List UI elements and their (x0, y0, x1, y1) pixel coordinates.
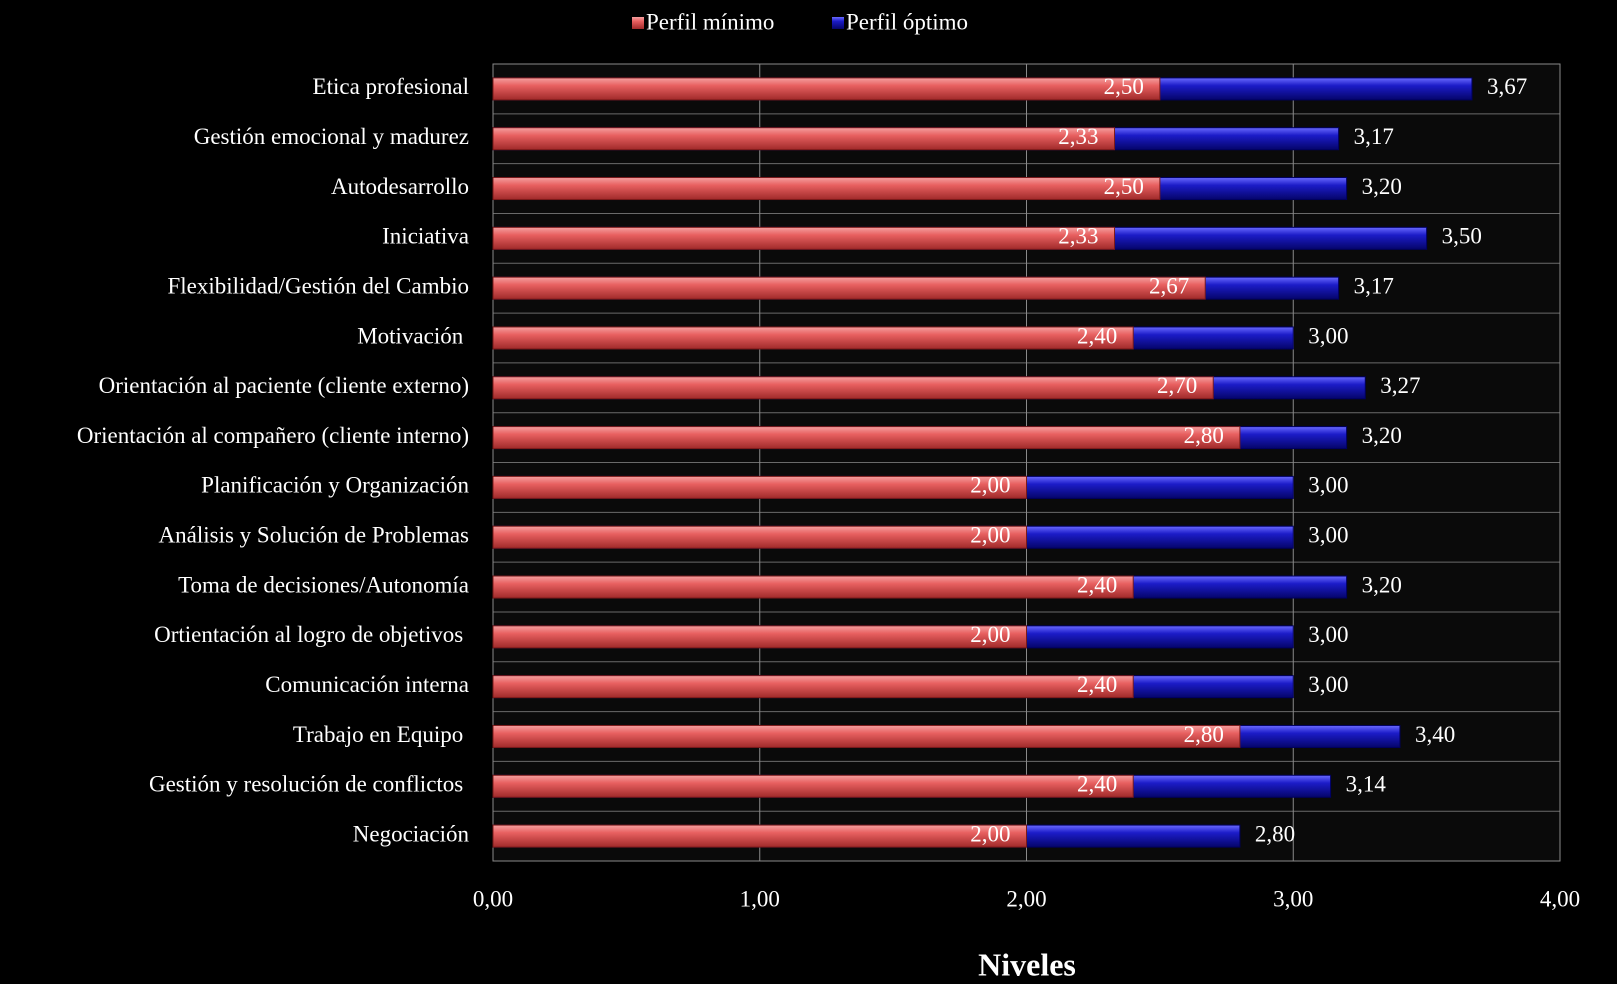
y-tick-label: Iniciativa (382, 224, 469, 249)
data-label: 3,50 (1442, 224, 1482, 249)
data-label: 2,40 (1077, 572, 1117, 597)
y-tick-label: Autodesarrollo (331, 174, 469, 199)
data-label: 2,00 (970, 473, 1010, 498)
data-label: 3,17 (1354, 124, 1394, 149)
data-label: 2,70 (1157, 373, 1197, 398)
data-label: 2,50 (1104, 74, 1144, 99)
x-tick-label: 2,00 (1006, 886, 1046, 911)
x-tick-label: 4,00 (1540, 886, 1580, 911)
bar (492, 226, 1116, 250)
x-tick-label: 3,00 (1273, 886, 1313, 911)
data-label: 2,80 (1184, 423, 1224, 448)
data-label: 3,00 (1308, 523, 1348, 548)
data-label: 2,00 (970, 622, 1010, 647)
bar (492, 276, 1206, 300)
data-label: 2,33 (1058, 224, 1098, 249)
data-label: 2,40 (1077, 672, 1117, 697)
data-label: 3,20 (1362, 423, 1402, 448)
legend-label: Perfil mínimo (646, 9, 774, 34)
y-tick-label: Trabajo en Equipo (293, 722, 469, 747)
data-label: 3,00 (1308, 672, 1348, 697)
y-tick-label: Gestión emocional y madurez (194, 124, 469, 149)
data-label: 2,40 (1077, 323, 1117, 348)
bar (492, 127, 1116, 151)
x-tick-label: 0,00 (473, 886, 513, 911)
bar (492, 475, 1027, 499)
data-label: 2,00 (970, 821, 1010, 846)
y-tick-label: Negociación (353, 821, 470, 846)
bar (492, 177, 1161, 201)
data-label: 3,00 (1308, 473, 1348, 498)
y-tick-label: Comunicación interna (265, 672, 469, 697)
bar (492, 724, 1241, 748)
bar (492, 675, 1134, 699)
data-label: 3,20 (1362, 572, 1402, 597)
legend-label: Perfil óptimo (846, 9, 968, 34)
bar (492, 824, 1027, 848)
data-label: 2,50 (1104, 174, 1144, 199)
x-axis-title: Niveles (978, 946, 1076, 982)
y-tick-label: Toma de decisiones/Autonomía (178, 572, 469, 597)
data-label: 3,00 (1308, 323, 1348, 348)
legend-swatch (832, 17, 844, 29)
y-tick-label: Orientación al paciente (cliente externo… (99, 373, 469, 398)
data-label: 2,00 (970, 523, 1010, 548)
bar (492, 525, 1027, 549)
bar (492, 774, 1134, 798)
data-label: 3,17 (1354, 273, 1394, 298)
data-label: 3,00 (1308, 622, 1348, 647)
bar (492, 426, 1241, 450)
data-label: 3,20 (1362, 174, 1402, 199)
y-tick-label: Etica profesional (313, 74, 469, 99)
bar (492, 376, 1214, 400)
data-label: 2,80 (1255, 821, 1295, 846)
y-tick-label: Ortientación al logro de objetivos (154, 622, 469, 647)
legend-swatch (632, 17, 644, 29)
y-tick-label: Motivación (357, 323, 469, 348)
y-tick-label: Orientación al compañero (cliente intern… (77, 423, 469, 448)
data-label: 2,33 (1058, 124, 1098, 149)
data-label: 2,67 (1149, 273, 1189, 298)
data-label: 3,67 (1487, 74, 1527, 99)
y-tick-label: Planificación y Organización (201, 473, 469, 498)
x-tick-label: 1,00 (740, 886, 780, 911)
y-tick-label: Gestión y resolución de conflictos (149, 772, 469, 797)
bar (492, 575, 1134, 599)
y-tick-label: Análisis y Solución de Problemas (159, 523, 470, 548)
data-label: 3,27 (1380, 373, 1420, 398)
data-label: 2,40 (1077, 772, 1117, 797)
data-label: 3,14 (1346, 772, 1387, 797)
data-label: 2,80 (1184, 722, 1224, 747)
y-tick-label: Flexibilidad/Gestión del Cambio (167, 273, 469, 298)
bar (492, 326, 1134, 350)
bar (492, 77, 1161, 101)
bar (492, 625, 1027, 649)
data-label: 3,40 (1415, 722, 1455, 747)
